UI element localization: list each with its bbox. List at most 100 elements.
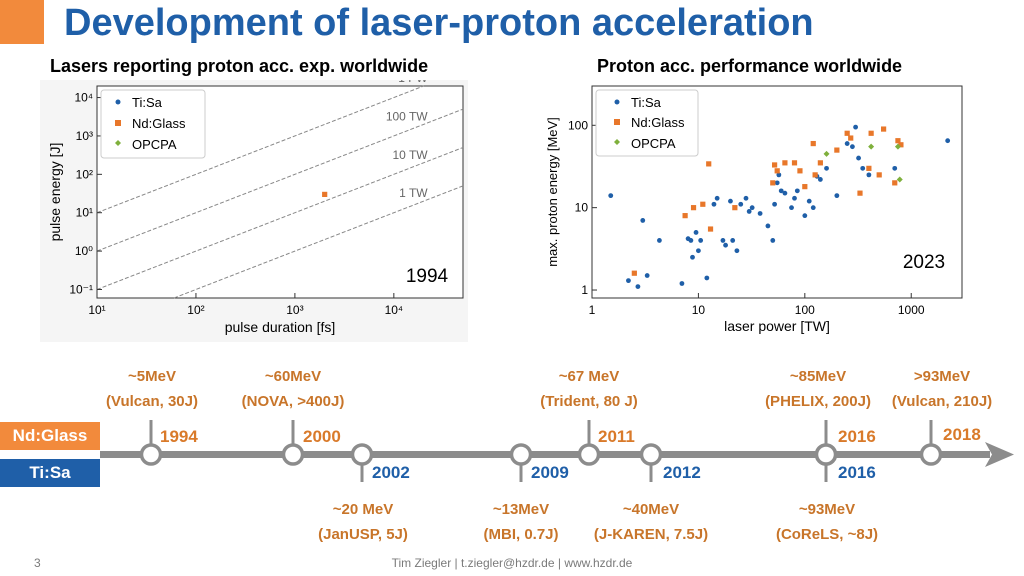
milestone-source: (CoReLS, ~8J) <box>775 526 879 543</box>
data-point-tisa <box>853 124 858 130</box>
power-line <box>96 85 424 214</box>
data-point-opcpa <box>823 150 830 157</box>
data-point-tisa <box>728 198 733 204</box>
milestone-energy: ~93MeV <box>798 501 856 518</box>
milestone-energy: ~20 MeV <box>332 501 394 518</box>
legend-ndglass-label: Nd:Glass <box>132 116 186 131</box>
x-tick-label: 1000 <box>898 303 925 317</box>
data-point-ndglass <box>866 165 872 171</box>
data-point-ndglass <box>844 130 850 136</box>
data-point-ndglass <box>700 201 706 207</box>
chart-left-legend <box>100 89 206 159</box>
milestone-source: (JanUSP, 5J) <box>318 526 408 543</box>
legend-ndglass-marker <box>614 119 620 125</box>
data-point-tisa <box>640 218 646 223</box>
milestone-energy: >93MeV <box>913 368 971 385</box>
y-tick-label: 10³ <box>76 129 93 143</box>
data-point-ndglass <box>817 160 823 166</box>
milestone-source: (Vulcan, 210J) <box>891 393 993 410</box>
data-point-ndglass <box>812 172 818 178</box>
power-line <box>96 108 464 252</box>
legend-tisa-label: Ti:Sa <box>132 95 163 110</box>
y-tick-label: 10¹ <box>76 206 93 220</box>
y-tick-label: 100 <box>568 118 588 132</box>
data-point-tisa <box>789 205 794 211</box>
timeline-marker <box>639 443 663 466</box>
milestone-year: 2000 <box>303 427 341 446</box>
data-point-tisa <box>817 177 823 182</box>
power-line-label: 1 TW <box>399 186 428 200</box>
data-point-ndglass <box>771 162 778 168</box>
x-tick-label: 10³ <box>286 303 303 317</box>
data-point-ndglass <box>898 142 904 148</box>
timeline-marker <box>509 443 533 466</box>
data-point-ndglass <box>797 168 803 174</box>
data-point-ndglass <box>782 160 788 166</box>
chart-left-year: 1994 <box>406 266 449 287</box>
data-point-tisa <box>765 223 771 229</box>
data-point-tisa <box>806 198 812 204</box>
data-point-ndglass <box>791 160 798 166</box>
data-point-ndglass <box>834 147 840 153</box>
data-point-opcpa <box>868 143 875 150</box>
data-point-tisa <box>776 172 782 178</box>
milestone-energy: ~40MeV <box>622 501 680 518</box>
x-tick-label: 10⁴ <box>385 303 404 317</box>
timeline-marker <box>281 443 305 466</box>
timeline-marker <box>139 443 163 466</box>
legend-ndglass-label: Nd:Glass <box>631 115 685 130</box>
data-point-ndglass <box>732 205 738 211</box>
data-point-tisa <box>810 205 816 211</box>
chart-right-legend <box>595 89 699 157</box>
data-point-tisa <box>782 190 788 196</box>
data-point-ndglass <box>868 130 874 136</box>
data-point-tisa <box>644 273 650 278</box>
data-point-tisa <box>608 193 614 199</box>
data-point-tisa <box>772 201 777 207</box>
data-point-tisa <box>757 211 763 216</box>
data-point-tisa <box>704 275 710 281</box>
legend-opcpa-marker <box>115 140 121 146</box>
chart-pulse-energy-vs-duration: 1 PW 100 TW 10 TW 1 TW 10¹ 10² 10³ 10⁴ 10⁻¹ 10⁰ 1… <box>40 80 468 342</box>
power-line <box>173 185 464 299</box>
footer-text: Tim Ziegler | t.ziegler@hzdr.de | www.hz… <box>391 556 633 570</box>
data-point-tisa <box>730 238 736 243</box>
milestone-source: (NOVA, >400J) <box>241 393 345 410</box>
x-tick-label: 1 <box>589 303 596 317</box>
data-point-ndglass <box>892 180 898 186</box>
data-point-tisa <box>698 238 704 243</box>
legend-tisa-marker <box>115 99 121 105</box>
timeline-marker <box>919 443 943 466</box>
milestone-energy: ~13MeV <box>492 501 550 518</box>
timeline-axis <box>100 420 1014 482</box>
power-line <box>96 147 464 290</box>
power-line-label: 10 TW <box>393 148 429 162</box>
data-point-tisa <box>690 254 695 260</box>
data-point-tisa <box>711 201 717 207</box>
chart-left-ylabel: pulse energy [J] <box>47 143 63 242</box>
y-tick-label: 10 <box>575 201 589 215</box>
y-tick-label: 10² <box>76 167 93 181</box>
legend-opcpa-label: OPCPA <box>631 136 676 151</box>
x-tick-label: 100 <box>795 303 815 317</box>
legend-ndglass-marker <box>115 120 121 126</box>
timeline-marker <box>814 443 838 466</box>
data-point-ndglass <box>770 180 776 186</box>
y-tick-label: 1 <box>581 283 588 297</box>
chart-proton-energy-vs-power: 1 10 100 1000 1 10 100 Ti:Sa Nd:Glass OPCPA 20… <box>540 80 970 342</box>
data-point-tisa <box>778 188 784 194</box>
milestone-year: 2016 <box>838 427 876 446</box>
data-point-ndglass <box>802 184 808 190</box>
right-subtitle: Proton acc. performance worldwide <box>597 56 903 76</box>
milestone-source: (PHELIX, 200J) <box>765 393 871 410</box>
data-point-ndglass <box>774 168 780 174</box>
milestone-energy: ~85MeV <box>789 368 847 385</box>
data-point-tisa <box>688 238 694 243</box>
data-point-ndglass <box>707 226 714 232</box>
data-point-ndglass <box>857 190 863 196</box>
y-tick-label: 10⁻¹ <box>69 282 93 296</box>
power-line-label: 100 TW <box>386 109 428 123</box>
x-tick-label: 10 <box>692 303 706 317</box>
data-point-ndglass <box>631 270 637 276</box>
milestone-year: 2016 <box>838 463 876 482</box>
